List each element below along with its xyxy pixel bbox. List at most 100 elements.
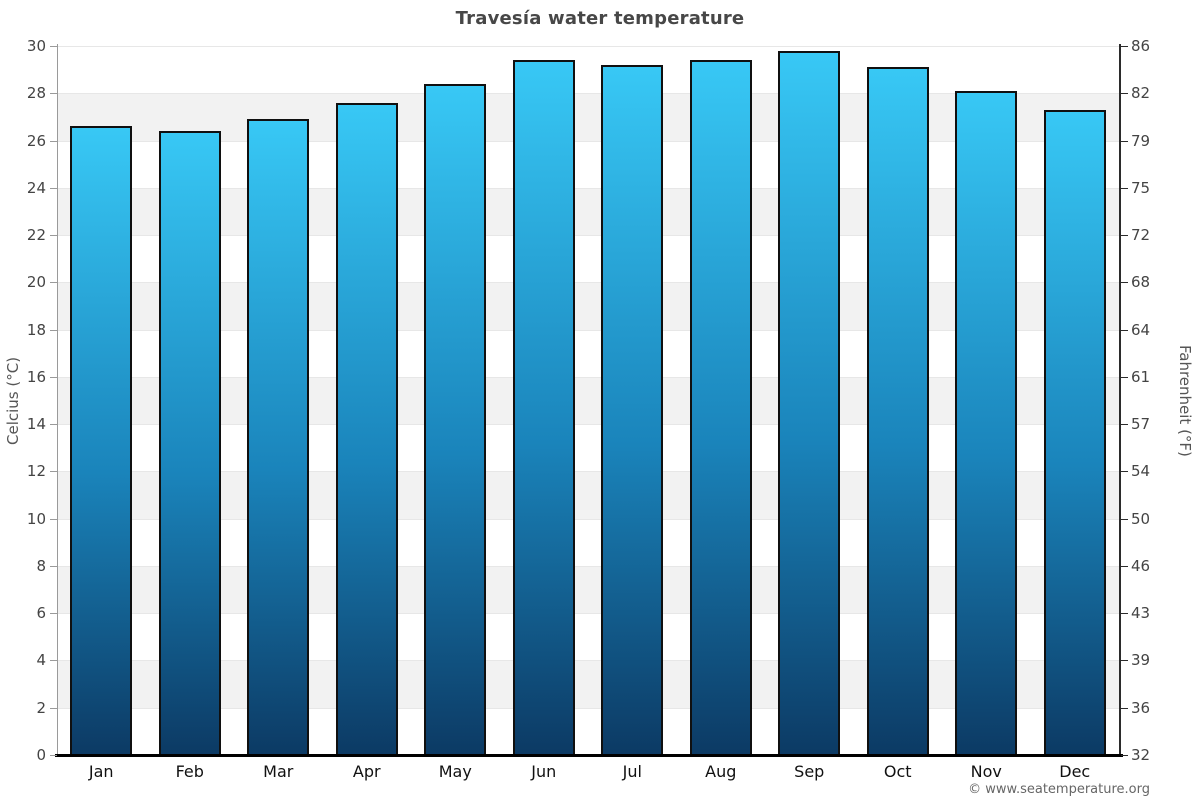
bar-jan: [70, 126, 133, 755]
fahrenheit-tick-label: 79: [1131, 131, 1151, 150]
month-label-sep: Sep: [794, 762, 825, 781]
celsius-tick-mark: [50, 613, 57, 615]
celsius-tick-mark: [50, 707, 57, 709]
plot-area: [57, 46, 1119, 755]
fahrenheit-tick-label: 75: [1131, 178, 1151, 197]
fahrenheit-tick-mark: [1121, 235, 1128, 237]
bar-feb: [158, 131, 221, 755]
celsius-tick-label: 20: [26, 273, 46, 292]
bar-jun: [512, 60, 575, 755]
fahrenheit-tick-mark: [1121, 187, 1128, 189]
celsius-tick-mark: [50, 755, 57, 756]
celsius-tick-mark: [50, 46, 57, 47]
fahrenheit-tick-label: 32: [1131, 746, 1151, 764]
celsius-tick-mark: [50, 376, 57, 378]
month-label-may: May: [438, 762, 472, 781]
grid-band: [57, 235, 1119, 283]
bar-oct: [866, 67, 929, 755]
x-axis-line: [55, 754, 1123, 757]
celsius-tick-mark: [50, 140, 57, 142]
month-label-oct: Oct: [883, 762, 912, 781]
grid-band: [57, 282, 1119, 330]
copyright-text: © www.seatemperature.org: [968, 782, 1150, 797]
celsius-tick-label: 2: [36, 698, 46, 717]
month-label-feb: Feb: [175, 762, 204, 781]
celsius-tick-label: 16: [26, 367, 46, 386]
y-axis-title-fahrenheit: Fahrenheit (°F): [1176, 344, 1194, 457]
celsius-tick-label: 4: [36, 651, 46, 670]
fahrenheit-tick-label: 54: [1131, 462, 1151, 481]
celsius-tick-label: 8: [36, 556, 46, 575]
fahrenheit-tick-label: 82: [1131, 84, 1151, 103]
grid-band: [57, 707, 1119, 755]
month-label-jul: Jul: [622, 762, 642, 781]
bar-nov: [955, 90, 1018, 755]
grid-band: [57, 565, 1119, 614]
celsius-tick-label: 18: [26, 320, 46, 339]
month-label-jun: Jun: [531, 762, 557, 781]
grid-band: [57, 46, 1119, 94]
fahrenheit-tick-label: 46: [1131, 556, 1151, 575]
grid-band: [57, 187, 1119, 236]
y-axis-line-right: [1119, 44, 1121, 755]
grid-band: [57, 140, 1119, 188]
fahrenheit-tick-mark: [1121, 565, 1128, 567]
celsius-tick-label: 22: [26, 226, 46, 245]
bar-apr: [335, 102, 398, 755]
fahrenheit-tick-mark: [1121, 329, 1128, 331]
chart-title: Travesía water temperature: [455, 8, 745, 29]
fahrenheit-tick-label: 57: [1131, 415, 1151, 434]
fahrenheit-tick-mark: [1121, 93, 1128, 95]
grid-band: [57, 329, 1119, 377]
grid-band: [57, 424, 1119, 472]
celsius-tick-label: 26: [26, 131, 46, 150]
bar-mar: [247, 119, 310, 755]
bar-aug: [689, 60, 752, 755]
fahrenheit-tick-label: 36: [1131, 698, 1151, 717]
celsius-tick-label: 12: [26, 462, 46, 481]
celsius-tick-mark: [50, 565, 57, 567]
celsius-tick-label: 6: [36, 604, 46, 623]
fahrenheit-tick-mark: [1121, 613, 1128, 615]
fahrenheit-tick-mark: [1121, 46, 1128, 47]
fahrenheit-tick-label: 86: [1131, 37, 1151, 55]
celsius-tick-mark: [50, 187, 57, 189]
fahrenheit-tick-mark: [1121, 140, 1128, 142]
bar-jul: [601, 64, 664, 755]
fahrenheit-tick-mark: [1121, 471, 1128, 473]
celsius-tick-mark: [50, 93, 57, 95]
fahrenheit-tick-mark: [1121, 518, 1128, 520]
celsius-tick-label: 24: [26, 178, 46, 197]
month-label-aug: Aug: [705, 762, 737, 781]
fahrenheit-tick-label: 68: [1131, 273, 1151, 292]
fahrenheit-tick-mark: [1121, 707, 1128, 709]
fahrenheit-tick-label: 61: [1131, 367, 1151, 386]
fahrenheit-tick-label: 72: [1131, 226, 1151, 245]
celsius-tick-mark: [50, 518, 57, 520]
grid-band: [57, 660, 1119, 708]
bar-sep: [778, 50, 841, 755]
grid-band: [57, 471, 1119, 519]
fahrenheit-tick-label: 50: [1131, 509, 1151, 528]
fahrenheit-tick-label: 39: [1131, 651, 1151, 670]
month-label-dec: Dec: [1059, 762, 1091, 781]
celsius-tick-mark: [50, 282, 57, 284]
fahrenheit-tick-mark: [1121, 376, 1128, 378]
grid-band: [57, 613, 1119, 661]
celsius-tick-label: 14: [26, 415, 46, 434]
celsius-tick-label: 0: [36, 746, 46, 764]
y-axis-title-celsius: Celcius (°C): [4, 356, 22, 445]
celsius-tick-mark: [50, 424, 57, 426]
fahrenheit-tick-mark: [1121, 424, 1128, 426]
grid-band: [57, 518, 1119, 566]
fahrenheit-tick-mark: [1121, 282, 1128, 284]
bar-may: [424, 83, 487, 755]
grid-band: [57, 376, 1119, 425]
grid-band: [57, 93, 1119, 141]
celsius-tick-mark: [50, 329, 57, 331]
month-label-jan: Jan: [88, 762, 114, 781]
month-label-mar: Mar: [263, 762, 294, 781]
celsius-tick-label: 10: [26, 509, 46, 528]
celsius-tick-label: 30: [26, 37, 46, 55]
fahrenheit-tick-mark: [1121, 660, 1128, 662]
